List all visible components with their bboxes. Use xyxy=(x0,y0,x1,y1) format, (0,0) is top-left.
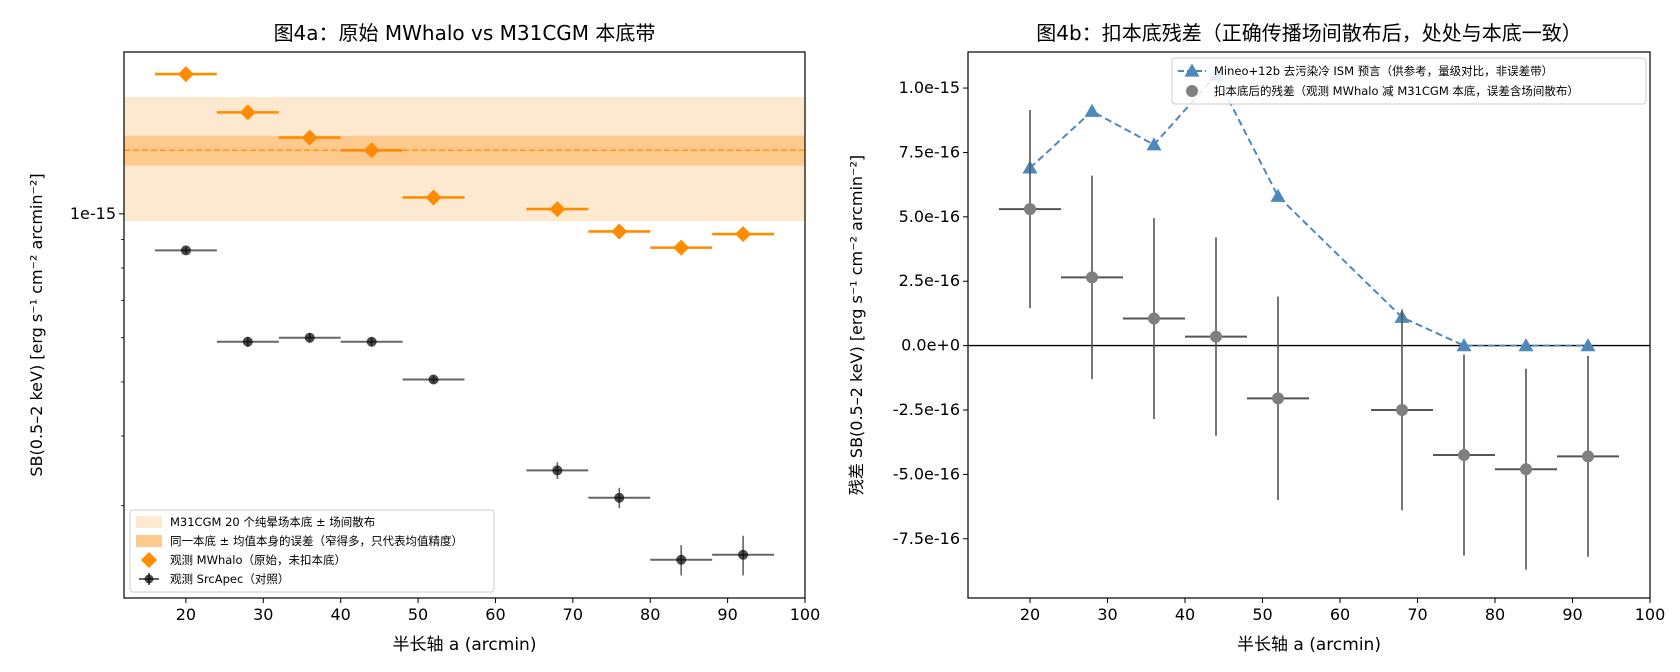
x-axis-label: 半长轴 a (arcmin) xyxy=(1237,635,1381,655)
y-tick-label: 2.5e-16 xyxy=(899,271,960,290)
legend-label: Mineo+12b 去污染冷 ISM 预言（供参考，量级对比，非误差带） xyxy=(1214,64,1553,78)
chart-title: 图4b：扣本底残差（正确传播场间散布后，处处与本底一致） xyxy=(1036,21,1581,45)
data-point xyxy=(676,554,687,565)
data-point xyxy=(673,239,690,256)
legend-label: 同一本底 ± 均值本身的误差（窄得多，只代表均值精度） xyxy=(170,534,463,548)
x-tick-label: 80 xyxy=(640,605,660,624)
data-point xyxy=(1582,450,1594,463)
data-point xyxy=(1270,188,1286,202)
y-tick-label: -7.5e-16 xyxy=(893,529,960,548)
y-tick-label: -5.0e-16 xyxy=(893,464,960,483)
legend-marker xyxy=(141,552,157,568)
x-axis-label: 半长轴 a (arcmin) xyxy=(393,635,537,655)
data-point xyxy=(242,336,253,347)
data-point xyxy=(180,245,191,256)
legend-label: 观测 SrcApec（对照） xyxy=(170,572,289,586)
data-point xyxy=(1210,330,1222,343)
data-point xyxy=(552,465,563,476)
data-point xyxy=(1456,338,1472,352)
data-point xyxy=(1084,103,1100,117)
data-point xyxy=(239,104,256,121)
data-point xyxy=(735,226,752,243)
x-tick-label: 90 xyxy=(1562,605,1582,624)
x-tick-label: 20 xyxy=(1020,605,1040,624)
panel-a: 20 30 40 50 60 70 80 90 100 1e-15 图4a：原始 MWhalo vs… xyxy=(27,21,820,655)
legend-box xyxy=(1171,57,1647,105)
x-tick-label: 40 xyxy=(331,605,351,624)
x-tick-label: 60 xyxy=(1330,605,1350,624)
data-point xyxy=(1580,338,1596,352)
series-2 xyxy=(999,109,1619,570)
axes-frame xyxy=(123,51,806,599)
legend-box xyxy=(129,509,495,593)
data-point xyxy=(301,129,318,146)
data-point xyxy=(1518,338,1534,352)
chart-title: 图4a：原始 MWhalo vs M31CGM 本底带 xyxy=(274,21,656,45)
data-point xyxy=(611,223,628,240)
series-1 xyxy=(154,66,775,256)
data-point xyxy=(304,332,315,343)
x-tick-label: 30 xyxy=(253,605,273,624)
x-tick-label: 60 xyxy=(485,605,505,624)
data-point xyxy=(1024,203,1036,216)
x-tick-label: 70 xyxy=(1407,605,1427,624)
y-tick-label: 7.5e-16 xyxy=(899,142,960,161)
x-tick-label: 100 xyxy=(790,605,821,624)
data-point xyxy=(549,201,566,218)
series-line xyxy=(1029,73,1588,347)
x-tick-label: 50 xyxy=(1252,605,1272,624)
x-tick-label: 100 xyxy=(1635,605,1666,624)
x-tick-label: 80 xyxy=(1485,605,1505,624)
x-tick-label: 50 xyxy=(408,605,428,624)
data-point xyxy=(1272,392,1284,405)
legend-label: 观测 MWhalo（原始，未扣本底） xyxy=(170,553,346,567)
data-point xyxy=(1396,403,1408,416)
y-tick-label: 0.0e+0 xyxy=(901,336,960,355)
y-tick-label: 1e-15 xyxy=(70,204,116,223)
data-point xyxy=(428,374,439,385)
legend-marker xyxy=(1186,85,1198,97)
x-tick-label: 70 xyxy=(563,605,583,624)
legend: Mineo+12b 去污染冷 ISM 预言（供参考，量级对比，非误差带） 扣本底后… xyxy=(1171,57,1647,105)
data-point xyxy=(738,549,749,560)
plot-area xyxy=(968,67,1650,570)
y-tick-label: 1.0e-15 xyxy=(899,78,960,97)
axes-frame xyxy=(967,51,1651,599)
x-tick-label: 40 xyxy=(1175,605,1195,624)
series-2 xyxy=(154,245,775,576)
legend-swatch xyxy=(136,516,162,528)
y-axis-label: SB(0.5–2 keV) [erg s⁻¹ cm⁻² arcmin⁻²] xyxy=(27,173,46,476)
legend-swatch xyxy=(136,535,162,547)
legend-label: M31CGM 20 个纯晕场本底 ± 场间散布 xyxy=(170,515,375,529)
panel-b: 20 30 40 50 60 70 80 90 100 -7.5e-16 -5.0e-16 -2.5e… xyxy=(847,21,1665,655)
data-point xyxy=(177,66,194,83)
data-point xyxy=(614,492,625,503)
legend-marker xyxy=(1184,63,1200,77)
legend-label: 扣本底后的残差（观测 MWhalo 减 M31CGM 本底，误差含场间散布） xyxy=(1214,84,1579,98)
y-tick-label: -2.5e-16 xyxy=(893,400,960,419)
data-point xyxy=(1086,271,1098,284)
y-tick-label: 5.0e-16 xyxy=(899,207,960,226)
data-point xyxy=(1458,449,1470,462)
x-tick-label: 20 xyxy=(176,605,196,624)
y-axis-label: 残差 SB(0.5–2 keV) [erg s⁻¹ cm⁻² arcmin⁻²] xyxy=(847,155,866,495)
series-1 xyxy=(1022,67,1596,352)
data-point xyxy=(1520,463,1532,476)
data-point xyxy=(366,336,377,347)
data-point xyxy=(363,142,380,159)
legend-marker xyxy=(144,574,154,584)
data-point xyxy=(1148,312,1160,325)
plot-area xyxy=(124,66,805,576)
x-tick-label: 30 xyxy=(1097,605,1117,624)
data-point xyxy=(1146,137,1162,151)
x-tick-label: 90 xyxy=(717,605,737,624)
data-point xyxy=(425,189,442,206)
